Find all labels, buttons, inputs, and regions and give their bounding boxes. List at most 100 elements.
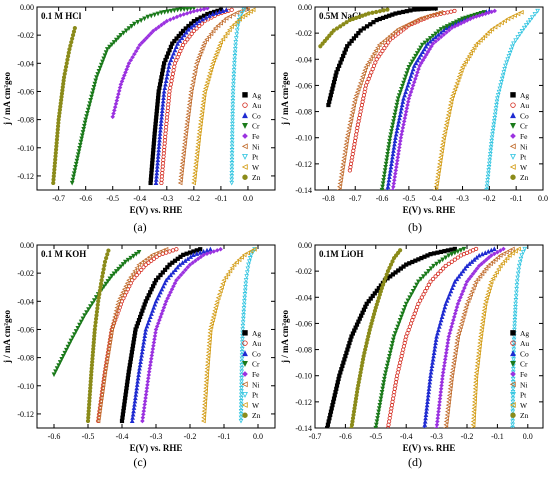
data-point-fe — [463, 282, 468, 288]
data-point-fe — [396, 148, 402, 154]
data-point-w — [191, 174, 197, 179]
data-point-fe — [142, 402, 147, 407]
data-point-w — [435, 174, 440, 180]
data-point-zn — [86, 409, 91, 414]
data-point-w — [471, 402, 477, 408]
data-point-co — [431, 350, 437, 355]
data-point-zn — [359, 363, 364, 369]
data-point-co — [159, 114, 164, 120]
data-point-pt — [532, 12, 538, 17]
data-point-fe — [441, 32, 447, 37]
data-point-cr — [111, 40, 117, 45]
data-point-fe — [434, 425, 439, 428]
data-point-co — [197, 250, 203, 255]
data-point-fe — [451, 314, 457, 320]
data-point-w — [197, 121, 203, 127]
data-point-zn — [354, 393, 359, 398]
data-point-cr — [411, 56, 417, 62]
data-point-fe — [442, 357, 448, 362]
data-point-cr — [394, 102, 400, 108]
data-point-w — [193, 164, 198, 169]
data-point-fe — [472, 268, 478, 274]
data-point-cr — [91, 298, 97, 303]
data-point-ni — [345, 132, 350, 137]
data-point-ag — [412, 7, 417, 12]
data-point-pt — [503, 63, 508, 69]
data-point-zn — [59, 91, 65, 96]
data-point-ni — [221, 18, 226, 24]
data-point-cr — [387, 350, 393, 356]
data-point-co — [429, 363, 435, 369]
data-point-cr — [399, 86, 404, 92]
data-point-zn — [341, 22, 346, 27]
data-point-zn — [334, 26, 340, 31]
data-point-co — [156, 150, 161, 156]
data-layer — [51, 246, 257, 424]
data-point-cr — [101, 56, 107, 62]
data-point-fe — [141, 405, 147, 411]
data-point-w — [464, 56, 470, 62]
data-point-cr — [402, 304, 408, 310]
data-point-w — [440, 138, 446, 144]
data-point-pt — [499, 80, 504, 85]
legend-label-cr: Cr — [252, 122, 260, 131]
data-point-w — [195, 144, 200, 150]
data-point-ni — [420, 15, 425, 21]
data-point-w — [481, 308, 487, 313]
data-point-w — [496, 266, 501, 272]
data-point-co — [456, 273, 462, 279]
data-point-ni — [245, 7, 251, 11]
data-point-ni — [118, 292, 124, 298]
data-point-au — [393, 33, 398, 38]
data-point-zn — [65, 57, 70, 62]
data-point-ni — [353, 93, 359, 98]
data-point-au — [136, 270, 142, 275]
data-point-cr — [414, 51, 420, 56]
data-point-ni — [458, 324, 463, 330]
data-point-ni — [453, 343, 459, 349]
x-tick-label: -0.1 — [491, 432, 504, 441]
data-point-co — [421, 46, 427, 52]
data-point-co — [433, 34, 439, 39]
data-point-fe — [208, 250, 213, 255]
data-point-co — [158, 118, 164, 123]
data-point-ni — [497, 253, 503, 258]
legend-marker-cr — [510, 361, 516, 367]
legend-marker-co — [242, 112, 248, 119]
data-point-fe — [416, 66, 421, 72]
y-tick-label: 0.00 — [20, 241, 34, 250]
data-point-ni — [134, 265, 140, 271]
data-point-ni — [426, 13, 431, 19]
data-point-zn — [358, 370, 363, 375]
data-point-w — [478, 327, 484, 333]
data-point-ni — [447, 386, 453, 392]
data-point-fe — [436, 409, 441, 414]
data-point-co — [155, 295, 160, 301]
legend-label-au: Au — [520, 339, 529, 348]
data-point-ni — [101, 375, 107, 381]
data-point-w — [447, 105, 452, 111]
data-point-cr — [75, 155, 80, 161]
data-point-fe — [464, 279, 470, 284]
data-point-zn — [355, 386, 360, 391]
data-point-au — [151, 256, 157, 261]
legend-label-ag: Ag — [252, 329, 261, 338]
data-point-ag — [445, 248, 450, 253]
data-point-ni — [198, 48, 204, 54]
data-point-w — [480, 35, 485, 41]
data-point-co — [166, 275, 171, 280]
data-point-cr — [72, 168, 78, 173]
data-point-co — [411, 63, 417, 68]
legend-marker-co — [510, 350, 516, 357]
data-point-fe — [141, 412, 146, 417]
data-point-ni — [395, 26, 401, 32]
data-point-cr — [466, 14, 472, 20]
data-point-ag — [181, 252, 186, 257]
series-au — [347, 8, 457, 173]
data-point-au — [382, 45, 387, 51]
data-point-co — [145, 320, 151, 326]
data-point-ni — [450, 366, 455, 372]
data-point-ag — [415, 7, 420, 12]
data-point-zn — [52, 164, 57, 169]
data-point-w — [245, 250, 250, 256]
